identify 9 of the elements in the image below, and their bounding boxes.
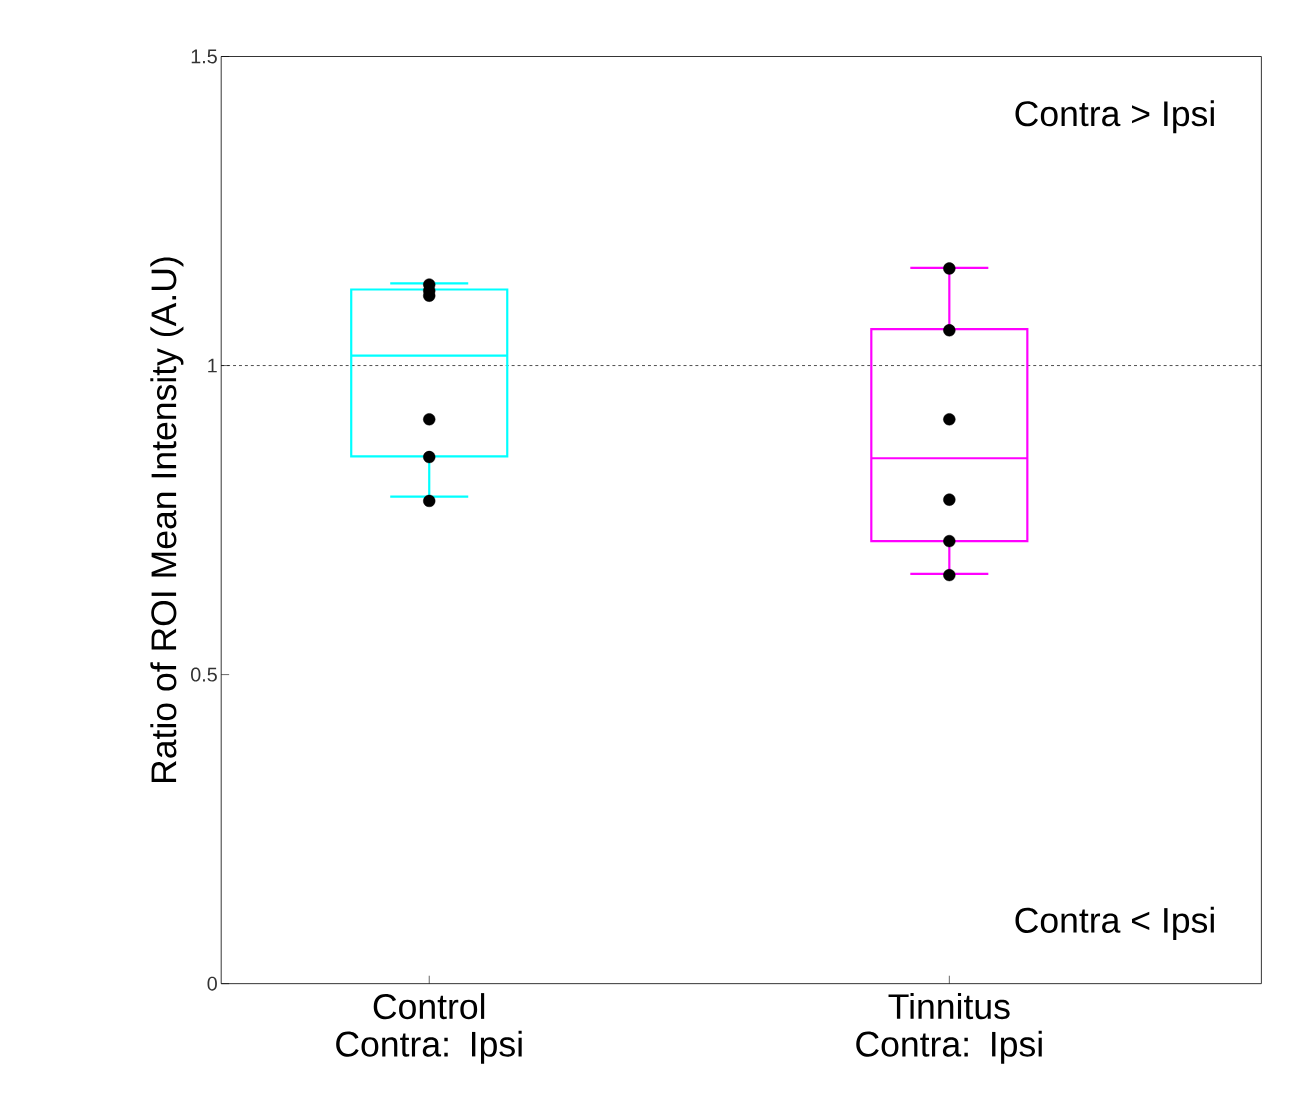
- y-tick-label: 1: [208, 358, 217, 373]
- y-tick-label: 0: [207, 976, 217, 991]
- x-tick-label: Control Contra: Ipsi: [336, 993, 522, 1064]
- annotation: Contra < Ipsi: [1015, 906, 1214, 941]
- y-axis-title: Ratio of ROI Mean Intensity (A.U): [150, 257, 184, 783]
- annotation: Contra > Ipsi: [1015, 100, 1214, 134]
- x-tick-label: Tinnitus Contra: Ipsi: [856, 993, 1042, 1064]
- y-tick-label: 0.5: [191, 667, 217, 682]
- y-tick-label: 1.5: [191, 49, 217, 64]
